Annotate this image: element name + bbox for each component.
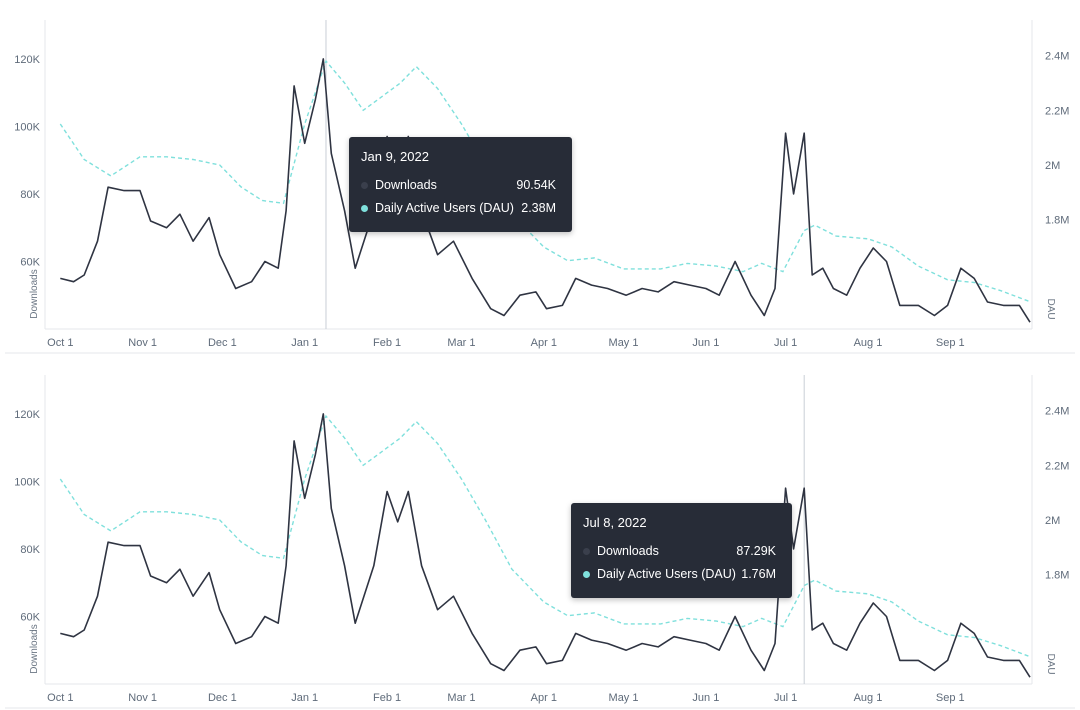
left-tick-label: 100K	[14, 476, 40, 488]
x-tick-label: Jul 1	[774, 337, 797, 349]
x-tick-label: Mar 1	[447, 692, 475, 704]
x-tick-label: Mar 1	[447, 337, 475, 349]
x-tick-label: May 1	[609, 337, 639, 349]
tooltip-label: Daily Active Users (DAU)	[375, 201, 514, 215]
x-tick-label: Aug 1	[854, 692, 883, 704]
tooltip-value: 1.76M	[741, 567, 776, 581]
left-tick-label: 120K	[14, 54, 40, 66]
x-tick-label: Nov 1	[128, 337, 157, 349]
left-axis-title: Downloads	[29, 269, 40, 318]
left-axis-title: Downloads	[29, 624, 40, 673]
x-tick-label: Jun 1	[692, 692, 719, 704]
x-tick-label: Apr 1	[531, 337, 557, 349]
tooltip-date: Jul 8, 2022	[583, 515, 647, 530]
left-tick-label: 60K	[20, 611, 40, 623]
tooltip-value: 87.29K	[736, 544, 776, 558]
downloads-dot-icon	[361, 182, 368, 189]
x-tick-label: Apr 1	[531, 692, 557, 704]
dau-dot-icon	[583, 571, 590, 578]
combo-chart-bottom[interactable]: 60K 80K 100K 120K 1.8M 2M 2.2M 2.4M Oct 1 Nov 1 De…	[0, 355, 1080, 710]
right-tick-label: 2.4M	[1045, 406, 1069, 418]
right-tick-label: 2.2M	[1045, 105, 1069, 117]
left-tick-label: 120K	[14, 409, 40, 421]
tooltip-row-downloads: Downloads 87.29K	[583, 544, 780, 560]
x-tick-label: Oct 1	[47, 692, 73, 704]
x-tick-label: Jan 1	[291, 337, 318, 349]
x-tick-label: Sep 1	[936, 337, 965, 349]
left-tick-label: 80K	[20, 189, 40, 201]
right-axis-title: DAU	[1045, 653, 1056, 674]
downloads-series-line[interactable]	[60, 413, 1031, 678]
tooltip-row-dau: Daily Active Users (DAU) 1.76M	[583, 567, 780, 583]
x-tick-label: Feb 1	[373, 337, 401, 349]
right-tick-label: 2.2M	[1045, 460, 1069, 472]
right-tick-label: 2M	[1045, 160, 1060, 172]
right-tick-label: 2.4M	[1045, 51, 1069, 63]
x-tick-label: Oct 1	[47, 337, 73, 349]
dau-series-line[interactable]	[59, 414, 1031, 658]
x-tick-label: Jul 1	[774, 692, 797, 704]
downloads-dot-icon	[583, 548, 590, 555]
right-axis-title: DAU	[1045, 298, 1056, 319]
x-tick-label: May 1	[609, 692, 639, 704]
tooltip-label: Downloads	[597, 544, 659, 558]
tooltip-row-downloads: Downloads 90.54K	[361, 178, 560, 194]
left-tick-label: 100K	[14, 121, 40, 133]
x-tick-label: Dec 1	[208, 337, 237, 349]
left-tick-label: 60K	[20, 256, 40, 268]
left-tick-label: 80K	[20, 544, 40, 556]
x-tick-label: Sep 1	[936, 692, 965, 704]
chart-tooltip-bottom: Jul 8, 2022 Downloads 87.29K Daily Activ…	[571, 503, 792, 598]
x-tick-label: Aug 1	[854, 337, 883, 349]
tooltip-label: Downloads	[375, 178, 437, 192]
x-tick-label: Feb 1	[373, 692, 401, 704]
x-tick-label: Dec 1	[208, 692, 237, 704]
tooltip-date: Jan 9, 2022	[361, 149, 429, 164]
right-tick-label: 1.8M	[1045, 215, 1069, 227]
chart-tooltip-top: Jan 9, 2022 Downloads 90.54K Daily Activ…	[349, 137, 572, 232]
dau-dot-icon	[361, 205, 368, 212]
x-tick-label: Jan 1	[291, 692, 318, 704]
right-tick-label: 1.8M	[1045, 570, 1069, 582]
tooltip-label: Daily Active Users (DAU)	[597, 567, 736, 581]
downloads-series-line[interactable]	[60, 58, 1031, 323]
tooltip-value: 2.38M	[521, 201, 556, 215]
x-tick-label: Jun 1	[692, 337, 719, 349]
x-tick-label: Nov 1	[128, 692, 157, 704]
right-tick-label: 2M	[1045, 515, 1060, 527]
tooltip-value: 90.54K	[516, 178, 556, 192]
tooltip-row-dau: Daily Active Users (DAU) 2.38M	[361, 201, 560, 217]
